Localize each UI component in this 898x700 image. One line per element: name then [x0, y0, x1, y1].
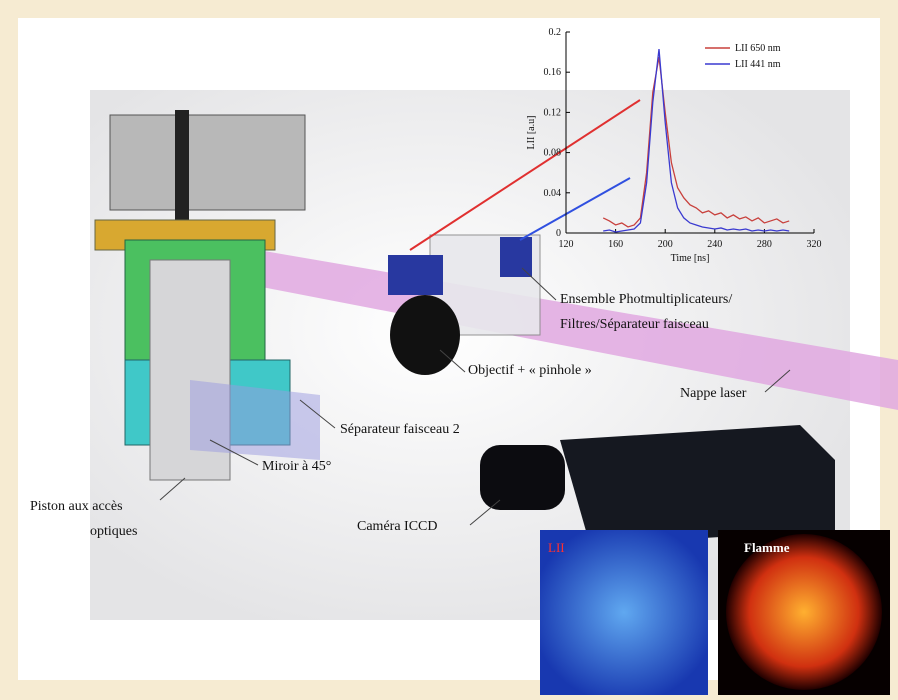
y-tick-label: 0: [556, 228, 561, 239]
pm-2: [500, 237, 532, 277]
cylinder-head: [110, 115, 305, 210]
label: Séparateur faisceau 2: [340, 422, 460, 437]
y-tick-label: 0.04: [544, 188, 562, 199]
objective: [390, 295, 460, 375]
x-tick-label: 160: [608, 239, 623, 250]
injector: [175, 110, 189, 230]
camera-lens: [480, 445, 565, 510]
image-title: Flamme: [744, 540, 790, 555]
label: Miroir à 45°: [262, 459, 331, 474]
y-tick-label: 0.08: [544, 148, 562, 159]
x-axis-label: Time [ns]: [671, 253, 710, 264]
x-tick-label: 120: [559, 239, 574, 250]
x-tick-label: 200: [658, 239, 673, 250]
diagram: LII Flamme Ensemble Photmultiplicateurs/…: [0, 0, 898, 695]
label: Piston aux accès: [30, 499, 123, 514]
label: Objectif + « pinhole »: [468, 363, 592, 378]
label: Ensemble Photmultiplicateurs/: [560, 292, 732, 307]
label: Filtres/Séparateur faisceau: [560, 317, 709, 332]
y-axis-label: LII [a.u]: [526, 116, 537, 150]
camera-body: [560, 425, 835, 545]
lii-image: [540, 530, 708, 695]
image-title: LII: [548, 540, 565, 555]
x-tick-label: 240: [707, 239, 722, 250]
x-tick-label: 320: [807, 239, 822, 250]
label: Nappe laser: [680, 386, 747, 401]
legend-label: LII 650 nm: [735, 43, 781, 54]
label: Caméra ICCD: [357, 519, 437, 534]
label: optiques: [90, 524, 137, 539]
y-tick-label: 0.16: [544, 67, 562, 78]
pm-1: [388, 255, 443, 295]
y-tick-label: 0.12: [544, 107, 562, 118]
flame-image: [726, 534, 882, 690]
x-tick-label: 280: [757, 239, 772, 250]
y-tick-label: 0.2: [549, 27, 562, 38]
legend-label: LII 441 nm: [735, 59, 781, 70]
